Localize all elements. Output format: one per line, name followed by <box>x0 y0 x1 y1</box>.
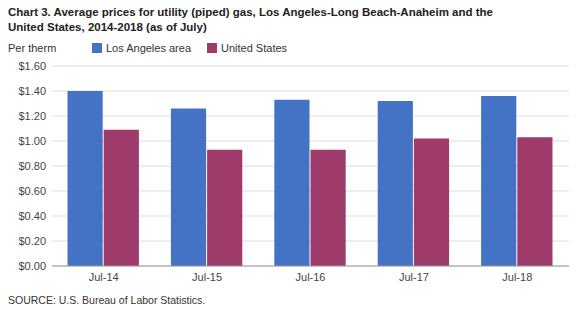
legend-swatch <box>207 43 217 53</box>
bar <box>311 150 346 266</box>
grid-line <box>52 266 569 267</box>
x-axis-line <box>52 266 569 267</box>
bar <box>68 91 103 266</box>
grid-line <box>52 91 569 92</box>
chart: Chart 3. Average prices for utility (pip… <box>0 0 579 310</box>
legend: Los Angeles area United States <box>92 42 288 54</box>
y-tick-label: $1.60 <box>18 60 46 72</box>
y-tick-label: $0.40 <box>18 210 46 222</box>
y-tick-label: $1.00 <box>18 135 46 147</box>
subtitle: United States, 2014-2018 (as of July) <box>8 21 207 33</box>
bars <box>68 91 553 266</box>
x-tick-label: Jul-17 <box>399 271 429 283</box>
legend-label: Los Angeles area <box>106 42 192 54</box>
y-tick-label: $0.00 <box>18 260 46 272</box>
bar <box>378 101 413 266</box>
legend-label: United States <box>221 42 288 54</box>
y-tick-label: $0.60 <box>18 185 46 197</box>
y-axis-label: Per therm <box>8 42 56 54</box>
x-tick-label: Jul-15 <box>192 271 222 283</box>
y-tick-label: $1.20 <box>18 110 46 122</box>
y-tick-label: $1.40 <box>18 85 46 97</box>
source-note: SOURCE: U.S. Bureau of Labor Statistics. <box>8 294 205 306</box>
legend-swatch <box>92 43 102 53</box>
grid-line <box>52 66 569 67</box>
bar <box>104 130 139 266</box>
y-tick-label: $0.20 <box>18 235 46 247</box>
y-tick-label: $0.80 <box>18 160 46 172</box>
bar <box>274 100 309 266</box>
bar <box>481 96 516 266</box>
bar <box>517 137 552 266</box>
x-tick-label: Jul-14 <box>89 271 119 283</box>
bar <box>171 109 206 267</box>
x-tick-label: Jul-16 <box>296 271 326 283</box>
grid <box>52 66 569 266</box>
title: Chart 3. Average prices for utility (pip… <box>8 6 493 18</box>
bar <box>207 150 242 266</box>
bar <box>414 139 449 267</box>
x-tick-label: Jul-18 <box>502 271 532 283</box>
background <box>0 0 579 310</box>
